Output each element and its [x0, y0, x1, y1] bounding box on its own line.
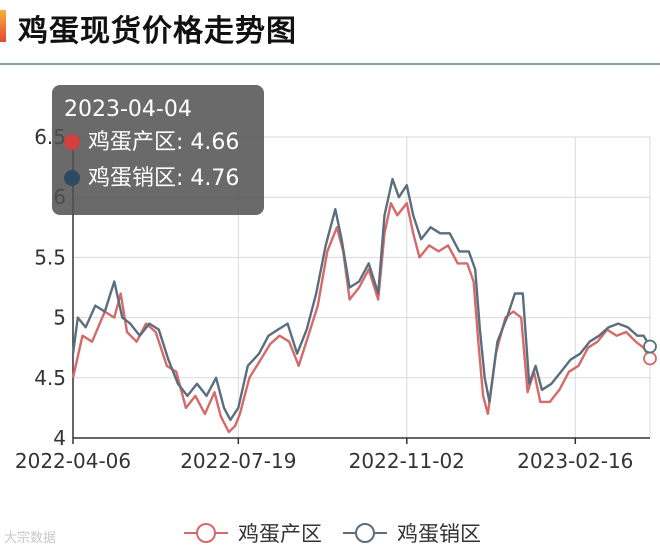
grid	[73, 136, 651, 438]
y-tick-label: 4.5	[34, 366, 66, 390]
tooltip-date: 2023-04-04	[64, 97, 192, 122]
watermark: 大宗数据	[4, 531, 57, 546]
x-tick-label: 2022-04-06	[15, 449, 131, 473]
tooltip-series-name: 鸡蛋产区	[88, 130, 177, 155]
legend[interactable]: 鸡蛋产区 鸡蛋销区	[184, 522, 481, 546]
y-tick-label: 5	[53, 306, 66, 330]
tooltip-row-selling: 鸡蛋销区: 4.76	[64, 161, 252, 197]
tooltip-row-producing: 鸡蛋产区: 4.66	[64, 125, 252, 161]
y-tick-label: 5.5	[34, 245, 66, 269]
legend-label[interactable]: 鸡蛋销区	[397, 522, 481, 546]
x-tick-label: 2023-02-16	[517, 449, 633, 473]
title-bar: 鸡蛋现货价格走势图	[0, 0, 660, 66]
tooltip-dot-icon	[64, 170, 80, 186]
tooltip-series-value: 4.76	[190, 166, 240, 191]
legend-label[interactable]: 鸡蛋产区	[238, 522, 322, 546]
title-divider	[0, 63, 660, 65]
legend-circle-icon[interactable]	[196, 523, 216, 543]
chart-tooltip: 2023-04-04 鸡蛋产区: 4.66 鸡蛋销区: 4.76	[52, 85, 264, 215]
series-endpoint-marker[interactable]	[643, 351, 657, 366]
tooltip-series-name: 鸡蛋销区	[88, 166, 177, 191]
x-tick-label: 2022-07-19	[180, 449, 296, 473]
legend-circle-icon[interactable]	[355, 523, 375, 543]
series-endpoint-marker[interactable]	[643, 339, 657, 354]
tooltip-series-value: 4.66	[190, 130, 240, 155]
series-lines[interactable]	[71, 177, 657, 434]
page-title: 鸡蛋现货价格走势图	[18, 14, 297, 49]
y-tick-label: 4	[53, 426, 66, 450]
title-accent-bar	[0, 10, 6, 42]
tooltip-dot-icon	[64, 134, 80, 150]
series-line-producing[interactable]	[71, 202, 652, 434]
series-line-selling[interactable]	[71, 177, 652, 422]
x-tick-label: 2022-11-02	[349, 449, 465, 473]
